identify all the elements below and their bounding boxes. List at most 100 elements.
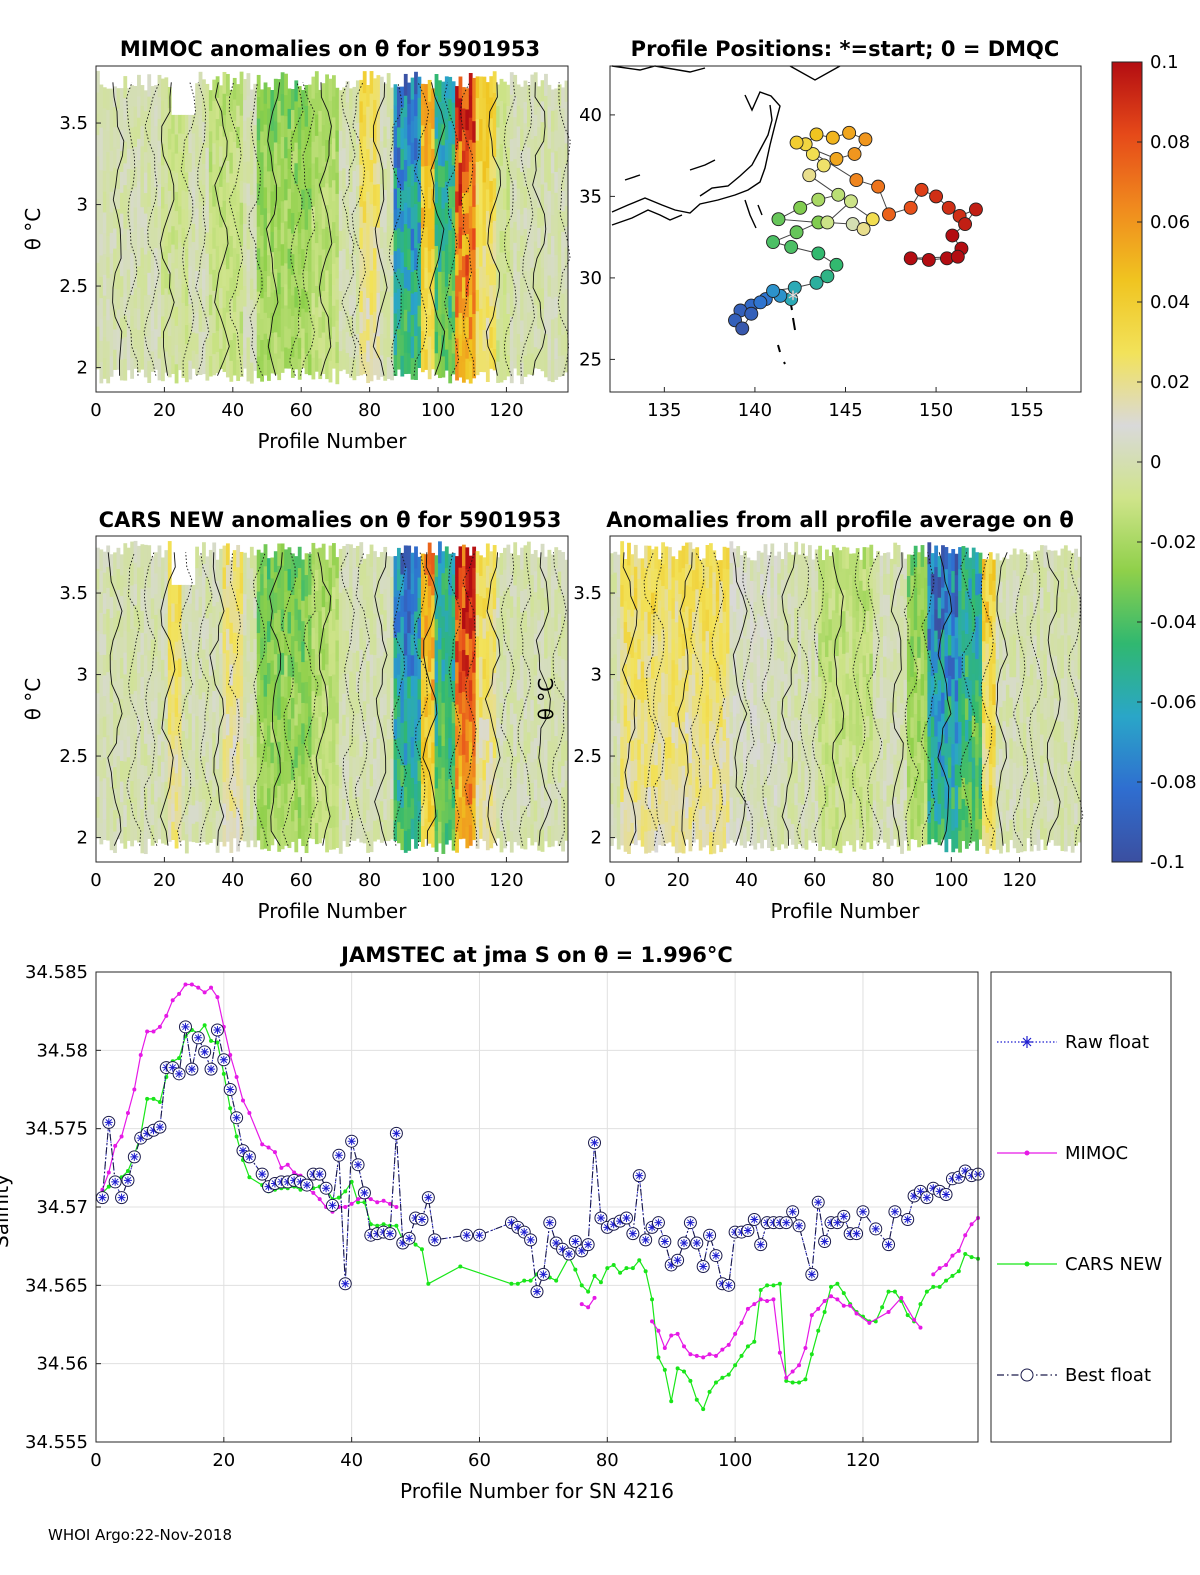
heatmap-cell — [273, 797, 278, 819]
heatmap-cell — [523, 228, 528, 251]
heatmap-cell — [270, 332, 275, 354]
heatmap-cell — [550, 741, 555, 764]
heatmap-cell — [325, 601, 329, 623]
heatmap-cell — [492, 135, 497, 157]
heatmap-cell — [314, 264, 319, 286]
heatmap-cell — [444, 610, 449, 632]
heatmap-cell — [554, 714, 559, 737]
heatmap-cell — [137, 736, 141, 758]
heatmap-cell — [96, 734, 100, 756]
heatmap-cell — [431, 763, 436, 785]
heatmap-cell — [544, 678, 548, 700]
heatmap-cell — [246, 826, 251, 848]
heatmap-cell — [123, 358, 128, 381]
heatmap-cell — [438, 799, 442, 822]
heatmap-cell — [260, 679, 264, 702]
heatmap-cell — [113, 126, 117, 148]
heatmap-cell — [229, 643, 234, 665]
heatmap-cell — [647, 677, 652, 700]
heatmap-cell — [102, 232, 107, 255]
heatmap-cell — [160, 100, 165, 123]
heatmap-cell — [171, 766, 176, 786]
contour-line — [303, 552, 319, 846]
heatmap-cell — [188, 713, 193, 732]
heatmap-cell — [205, 105, 210, 127]
heatmap-cell — [647, 545, 652, 569]
heatmap-cell — [99, 612, 104, 634]
heatmap-cell — [140, 288, 145, 309]
heatmap-cell — [616, 680, 621, 703]
heatmap-cell — [743, 656, 747, 679]
heatmap-cell — [267, 87, 271, 109]
heatmap-cell — [818, 654, 823, 677]
heatmap-cell — [544, 311, 548, 335]
heatmap-cell — [260, 172, 264, 195]
heatmap-cell — [184, 738, 189, 758]
y-tick-label: 2 — [77, 828, 88, 849]
heatmap-cell — [178, 333, 182, 352]
heatmap-cell — [722, 675, 727, 698]
heatmap-cell — [739, 700, 744, 722]
heatmap-cell — [499, 723, 504, 746]
heatmap-cell — [544, 225, 548, 248]
heatmap-cell — [616, 596, 621, 619]
heatmap-cell — [106, 130, 111, 153]
heatmap-cell — [229, 131, 234, 153]
x-tick-label: 20 — [153, 400, 176, 421]
heatmap-cell — [393, 209, 398, 231]
heatmap-cell — [359, 734, 364, 757]
contour-line — [195, 82, 210, 376]
heatmap-cell — [284, 157, 288, 180]
heatmap-cell — [345, 352, 350, 374]
heatmap-cell — [273, 571, 278, 593]
heatmap-cell — [246, 271, 251, 294]
heatmap-cell — [807, 755, 812, 778]
heatmap-cell — [482, 139, 487, 162]
heatmap-cell — [376, 818, 381, 840]
heatmap-cell — [441, 788, 446, 811]
heatmap-cell — [383, 83, 388, 106]
heatmap-cell — [225, 290, 230, 313]
heatmap-cell — [311, 648, 316, 671]
heatmap-cell — [174, 153, 179, 173]
contour-line — [374, 552, 388, 846]
heatmap-cell — [801, 673, 805, 697]
heatmap-cell — [342, 735, 347, 757]
heatmap-cell — [260, 764, 264, 786]
heatmap-cell — [318, 632, 323, 654]
heatmap-cell — [760, 742, 764, 764]
heatmap-cell — [215, 580, 220, 602]
heatmap-cell — [321, 207, 326, 229]
heatmap-cell — [236, 588, 241, 611]
heatmap-cell — [137, 588, 141, 610]
heatmap-cell — [420, 268, 425, 290]
heatmap-cell — [191, 621, 196, 641]
heatmap-cell — [540, 653, 545, 677]
heatmap-cell — [373, 551, 377, 573]
heatmap-cell — [828, 660, 833, 683]
heatmap-cell — [359, 79, 364, 102]
heatmap-cell — [243, 820, 247, 842]
heatmap-cell — [143, 172, 148, 194]
heatmap-cell — [396, 716, 401, 738]
heatmap-cell — [458, 97, 463, 120]
heatmap-cell — [222, 264, 227, 287]
heatmap-cell — [547, 232, 552, 255]
heatmap-cell — [154, 676, 158, 698]
heatmap-cell — [564, 579, 569, 601]
heatmap-cell — [308, 594, 312, 616]
heatmap-cell — [229, 193, 234, 216]
heatmap-cell — [393, 576, 398, 598]
heatmap-cell — [130, 189, 135, 212]
heatmap-cell — [355, 775, 360, 797]
heatmap-cell — [554, 171, 559, 193]
heatmap-cell — [314, 738, 319, 760]
heatmap-cell — [386, 800, 391, 821]
heatmap-cell — [485, 146, 490, 169]
heatmap-cell — [284, 220, 288, 243]
heatmap-cell — [420, 595, 425, 617]
heatmap-cell — [482, 759, 487, 781]
heatmap-cell — [564, 184, 569, 206]
heatmap-cell — [123, 293, 128, 316]
heatmap-cell — [627, 609, 631, 632]
